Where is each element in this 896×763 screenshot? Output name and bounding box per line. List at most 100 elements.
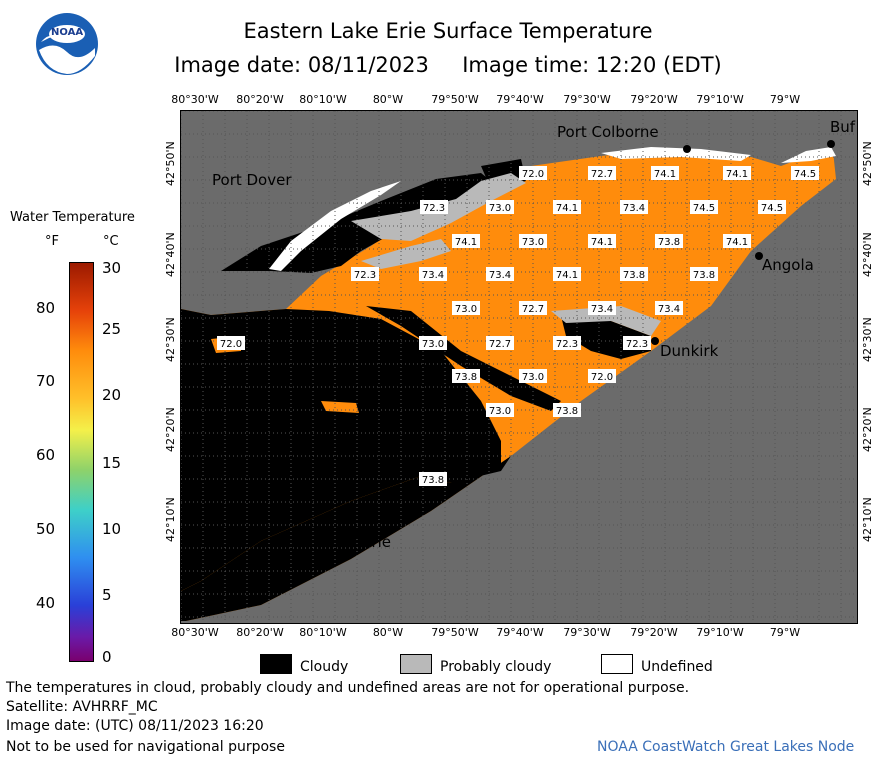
temperature-colorbar xyxy=(69,262,94,662)
latitude-label-right: 42°10'N xyxy=(861,497,874,543)
temp-label-bg xyxy=(452,369,480,383)
temp-label-bg xyxy=(452,301,480,315)
temp-label-bg xyxy=(486,267,514,281)
cloud-band xyxy=(366,306,561,411)
longitude-label-top: 80°20'W xyxy=(236,93,284,106)
celsius-tick-label: 10 xyxy=(102,520,122,538)
latitude-label-left: 42°30'N xyxy=(164,317,177,363)
temp-label-bg xyxy=(791,166,819,180)
temp-label-bg xyxy=(690,267,718,281)
temp-label: 73.0 xyxy=(455,304,477,315)
longitude-label-top: 79°20'W xyxy=(630,93,678,106)
city-marker-angola xyxy=(755,252,763,260)
temp-label-bg xyxy=(519,234,547,248)
temp-label: 72.0 xyxy=(591,372,613,383)
city-marker-dunkirk xyxy=(651,337,659,345)
longitude-label-top: 79°40'W xyxy=(496,93,544,106)
key-probably-cloudy-label: Probably cloudy xyxy=(440,659,552,675)
temp-label: 73.0 xyxy=(522,372,544,383)
legend-title: Water Temperature xyxy=(10,210,135,225)
latitude-label-left: 42°20'N xyxy=(164,407,177,453)
temp-label: 74.1 xyxy=(556,270,578,281)
temp-label-bg xyxy=(723,166,751,180)
longitude-label-bottom: 79°W xyxy=(769,626,801,639)
temp-label-bg xyxy=(588,301,616,315)
key-cloudy-swatch xyxy=(260,654,292,674)
latitude-label-right: 42°30'N xyxy=(861,317,874,363)
celsius-tick-label: 5 xyxy=(102,586,112,604)
longitude-label-bottom: 79°50'W xyxy=(431,626,479,639)
temp-label-bg xyxy=(553,267,581,281)
coastwatch-credit: NOAA CoastWatch Great Lakes Node xyxy=(597,739,855,755)
city-label-erie: Erie xyxy=(362,533,392,551)
fahrenheit-tick-label: 40 xyxy=(36,594,56,612)
latitude-label-left: 42°50'N xyxy=(164,141,177,187)
utc-date-text: Image date: (UTC) 08/11/2023 16:20 xyxy=(6,718,264,734)
temp-label-bg xyxy=(519,301,547,315)
temp-label: 73.4 xyxy=(422,270,444,281)
temp-label-bg xyxy=(588,166,616,180)
temp-label-bg xyxy=(620,267,648,281)
temp-label-bg xyxy=(217,336,245,350)
temp-label: 73.0 xyxy=(522,237,544,248)
temp-label-bg xyxy=(553,403,581,417)
longitude-label-bottom: 79°10'W xyxy=(696,626,744,639)
disclaimer-text: The temperatures in cloud, probably clou… xyxy=(6,680,690,696)
legend-unit-f: °F xyxy=(45,234,59,249)
temp-label: 73.4 xyxy=(489,270,511,281)
temp-label: 72.0 xyxy=(220,339,242,350)
temp-label-bg xyxy=(655,234,683,248)
temp-label-bg xyxy=(351,267,379,281)
fahrenheit-tick-label: 60 xyxy=(36,446,56,464)
temp-label-bg xyxy=(623,336,651,350)
key-cloudy-label: Cloudy xyxy=(300,659,349,675)
navigation-warning: Not to be used for navigational purpose xyxy=(6,739,285,755)
prob-cloudy-2 xyxy=(361,239,451,269)
temp-label-bg xyxy=(690,200,718,214)
fahrenheit-tick-label: 50 xyxy=(36,520,56,538)
longitude-label-top: 79°50'W xyxy=(431,93,479,106)
temp-label: 73.8 xyxy=(658,237,680,248)
temp-label-bg xyxy=(419,267,447,281)
temp-label-bg xyxy=(486,200,514,214)
noaa-logo: NOAA xyxy=(35,12,99,76)
longitude-label-bottom: 80°20'W xyxy=(236,626,284,639)
temp-label: 72.3 xyxy=(423,203,445,214)
temp-label: 74.1 xyxy=(591,237,613,248)
temp-label-bg xyxy=(452,234,480,248)
temp-label-bg xyxy=(553,336,581,350)
temp-label-bg xyxy=(620,200,648,214)
celsius-tick-label: 30 xyxy=(102,259,122,277)
longitude-label-bottom: 80°10'W xyxy=(299,626,347,639)
satellite-text: Satellite: AVHRRF_MC xyxy=(6,699,158,715)
latitude-label-left: 42°10'N xyxy=(164,497,177,543)
image-date-line: Image date: 08/11/2023 Image time: 12:20… xyxy=(174,53,722,77)
temp-label-bg xyxy=(723,234,751,248)
prob-cloudy-3 xyxy=(551,306,661,336)
temp-label: 74.5 xyxy=(761,203,783,214)
latitude-label-right: 42°50'N xyxy=(861,141,874,187)
temp-label-bg xyxy=(486,336,514,350)
temp-label: 73.8 xyxy=(556,406,578,417)
temp-label: 73.4 xyxy=(591,304,613,315)
city-label-buffalo: Buf xyxy=(830,118,856,136)
temp-label: 73.8 xyxy=(623,270,645,281)
temp-label: 73.4 xyxy=(658,304,680,315)
longitude-label-top: 80°10'W xyxy=(299,93,347,106)
temp-label: 74.1 xyxy=(455,237,477,248)
temp-label-bg xyxy=(588,234,616,248)
temp-label-bg xyxy=(419,336,447,350)
longitude-label-top: 79°W xyxy=(769,93,801,106)
temp-label: 74.1 xyxy=(726,237,748,248)
city-marker-erie xyxy=(355,529,363,537)
map-frame: 72.0 72.7 74.1 74.1 74.5 72.3 73.0 74.1 73.4 74.5… xyxy=(180,110,858,624)
latitude-label-left: 42°40'N xyxy=(164,232,177,278)
undefined-buf xyxy=(781,147,836,163)
longitude-label-top: 79°10'W xyxy=(696,93,744,106)
temp-label-bg xyxy=(420,200,448,214)
fahrenheit-tick-label: 80 xyxy=(36,299,56,317)
celsius-tick-label: 25 xyxy=(102,320,122,338)
latitude-label-right: 42°40'N xyxy=(861,232,874,278)
temp-label-bg xyxy=(758,200,786,214)
temp-label: 73.0 xyxy=(489,406,511,417)
